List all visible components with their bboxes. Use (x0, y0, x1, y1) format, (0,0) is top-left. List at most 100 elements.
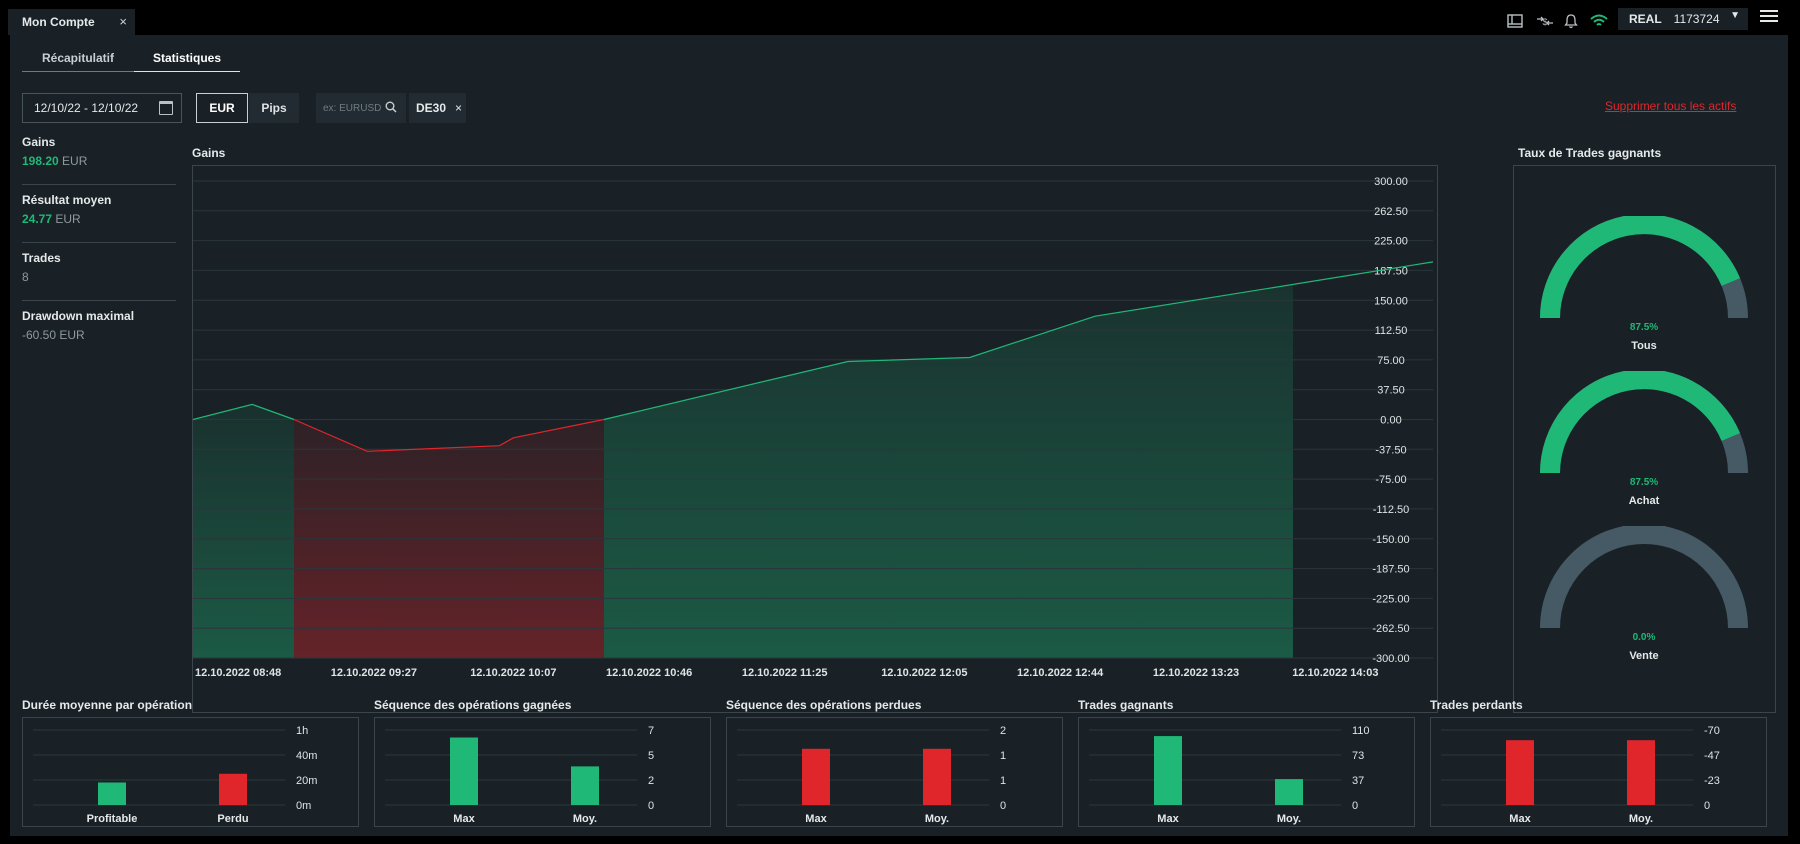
gains-y-tick-label: -150.00 (1372, 534, 1409, 546)
gains-y-tick-label: -300.00 (1372, 653, 1409, 665)
gauge-buy-svg (1540, 371, 1748, 474)
account-selector[interactable]: REAL 1173724 ▼ (1618, 8, 1748, 30)
gauge-percent: 0.0% (1632, 632, 1656, 643)
gains-x-tick-label: 12.10.2022 11:25 (742, 667, 828, 679)
metric-label: Trades (22, 251, 61, 265)
losing-trades-chart: -70 -47 -23 0 Max Moy. (1430, 717, 1767, 827)
mini-bar (571, 766, 599, 805)
mini-category-label: Moy. (1629, 813, 1653, 825)
metric-trades: Trades 8 (22, 243, 176, 301)
gauge-label: Vente (1629, 650, 1659, 662)
top-bar: Mon Compte × $ REAL 1173724 ▼ (0, 0, 1800, 35)
hamburger-menu-icon[interactable] (1760, 10, 1778, 26)
gains-chart: 300.00 262.50 225.00 187.50 150.00 112.50 75.0… (192, 165, 1438, 713)
mini-y-tick-label: 7 (648, 725, 654, 737)
tab-mon-compte[interactable]: Mon Compte × (8, 9, 135, 35)
mini-bar (1275, 779, 1303, 805)
tab-statistiques[interactable]: Statistiques (134, 48, 240, 72)
gains-series-line (293, 418, 605, 452)
tab-label: Mon Compte (22, 15, 95, 29)
mini-y-tick-label: 40m (296, 750, 317, 762)
mini-y-tick-label: 1 (1000, 750, 1006, 762)
mini-y-tick-label: 110 (1352, 725, 1370, 737)
gains-area-segment (193, 404, 295, 658)
gains-y-tick-label: -187.50 (1372, 564, 1409, 576)
wifi-connection-icon (1588, 10, 1610, 32)
close-tab-icon[interactable]: × (119, 14, 127, 29)
gains-y-tick-label: -75.00 (1375, 474, 1406, 486)
loss-streak-chart: 2 1 1 0 Max Moy. (726, 717, 1063, 827)
gains-y-tick-label: 187.50 (1374, 265, 1408, 277)
win-streak-chart: 7 5 2 0 Max Moy. (374, 717, 711, 827)
gains-x-tick-label: 12.10.2022 14:03 (1292, 667, 1378, 679)
win-streak-svg: 7 5 2 0 Max Moy. (385, 725, 654, 825)
gains-y-tick-label: -262.50 (1372, 623, 1409, 635)
winning-trades-title: Trades gagnants (1078, 698, 1174, 712)
mini-y-tick-label: 1h (296, 725, 308, 737)
gauge-sell-svg (1540, 526, 1748, 629)
gains-x-tick-label: 12.10.2022 08:48 (195, 667, 281, 679)
mini-category-label: Perdu (217, 813, 248, 825)
unit-eur-button[interactable]: EUR (196, 93, 248, 123)
gauge-fill (1540, 371, 1741, 474)
metric-unit: EUR (55, 212, 81, 226)
search-icon[interactable] (385, 101, 397, 116)
account-mode: REAL (1629, 12, 1662, 26)
mini-y-tick-label: 2 (1000, 725, 1006, 737)
mini-y-tick-label: 20m (296, 775, 317, 787)
tab-recapitulatif[interactable]: Récapitulatif (22, 48, 134, 72)
mini-y-tick-label: -23 (1704, 775, 1720, 787)
metric-average-result: Résultat moyen 24.77 EUR (22, 185, 176, 243)
metrics-panel: Gains 198.20 EUR Résultat moyen 24.77 EU… (22, 127, 176, 359)
mini-bar (1627, 740, 1655, 805)
date-range-picker[interactable]: 12/10/22 - 12/10/22 (22, 93, 182, 123)
mini-category-label: Moy. (573, 813, 597, 825)
gains-y-tick-label: 112.50 (1375, 325, 1408, 337)
mini-bar (802, 748, 830, 806)
gains-y-tick-label: 262.50 (1374, 206, 1408, 218)
mini-y-tick-label: 5 (648, 750, 654, 762)
svg-text:$: $ (1542, 17, 1547, 27)
unit-pips-button[interactable]: Pips (249, 93, 299, 123)
remove-chip-icon[interactable]: × (455, 101, 463, 115)
gauge-percent: 87.5% (1629, 322, 1659, 333)
gains-series-line (603, 261, 1434, 421)
gains-y-tick-label: 75.00 (1377, 355, 1405, 367)
asset-chip-de30: DE30 × (409, 93, 466, 123)
mini-y-tick-label: 0 (1000, 800, 1006, 812)
avg-duration-chart: 1h 40m 20m 0m Profitable Perdu (22, 717, 359, 827)
date-range-value: 12/10/22 - 12/10/22 (34, 101, 139, 115)
mini-y-tick-label: 37 (1352, 775, 1364, 787)
mini-category-label: Moy. (925, 813, 949, 825)
gauge-all: 87.5% Tous (1538, 216, 1750, 366)
gauge-label: Tous (1631, 340, 1657, 352)
metric-value: 24.77 (22, 212, 53, 226)
calendar-icon[interactable] (159, 101, 173, 115)
chip-label: DE30 (416, 101, 447, 115)
metric-value: -60.50 (22, 328, 57, 342)
gains-x-tick-label: 12.10.2022 10:07 (470, 667, 556, 679)
avg-duration-title: Durée moyenne par opération (22, 698, 193, 712)
mini-bar (1154, 736, 1182, 805)
chevron-down-icon: ▼ (1730, 10, 1740, 21)
gains-x-tick-label: 12.10.2022 13:23 (1153, 667, 1239, 679)
metric-max-drawdown: Drawdown maximal -60.50 EUR (22, 301, 176, 359)
gains-y-tick-label: 225.00 (1374, 236, 1408, 248)
currency-exchange-icon[interactable]: $ (1534, 10, 1556, 32)
asset-search-input[interactable]: ex: EURUSD (316, 93, 406, 123)
bell-icon[interactable] (1560, 10, 1582, 32)
mini-category-label: Max (1509, 813, 1531, 825)
gains-y-tick-label: 150.00 (1374, 295, 1408, 307)
account-number: 1173724 (1673, 12, 1720, 26)
gains-x-tick-label: 12.10.2022 12:05 (881, 667, 967, 679)
gauge-all-svg (1540, 216, 1748, 319)
gains-x-tick-label: 12.10.2022 12:44 (1017, 667, 1104, 679)
gains-y-tick-label: 0.00 (1380, 415, 1401, 427)
delete-all-assets-link[interactable]: Supprimer tous les actifs (1605, 99, 1737, 113)
search-placeholder: ex: EURUSD (323, 102, 382, 114)
layout-panel-icon[interactable] (1504, 10, 1526, 32)
metric-label: Résultat moyen (22, 193, 112, 207)
mini-y-tick-label: 73 (1352, 750, 1364, 762)
gains-x-tick-label: 12.10.2022 09:27 (331, 667, 417, 679)
gauge-buy: 87.5% Achat (1538, 371, 1750, 521)
